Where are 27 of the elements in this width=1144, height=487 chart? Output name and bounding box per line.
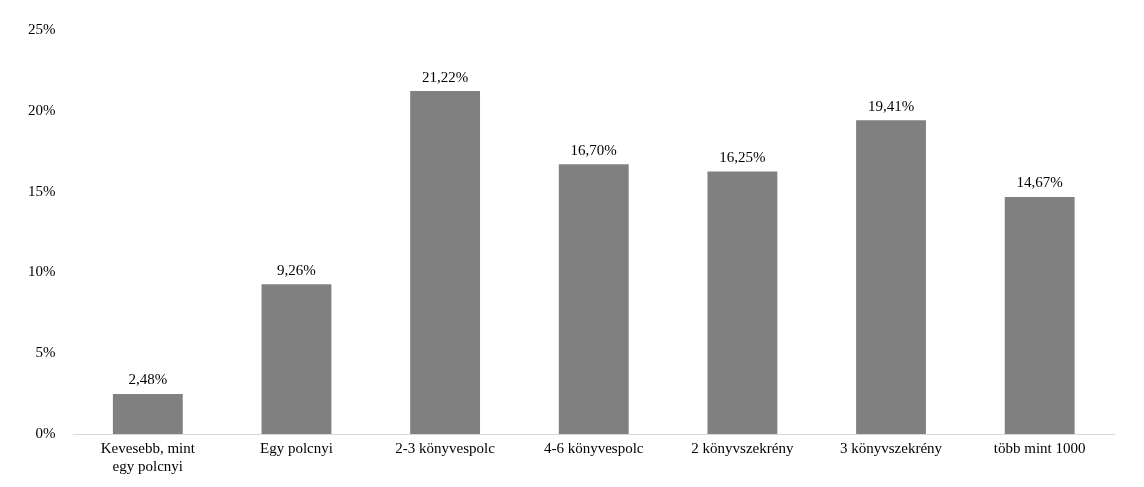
x-tick-label: Kevesebb, mint egy polcnyi: [100, 439, 196, 474]
data-label: 19,41%: [867, 97, 915, 114]
data-label: 21,22%: [421, 68, 469, 85]
data-label: 16,25%: [719, 148, 766, 165]
x-tick-label: több mint 1000: [993, 439, 1086, 456]
y-tick-label: 25%: [28, 20, 56, 37]
bar: [707, 171, 778, 434]
bar: [410, 91, 481, 434]
y-tick-label: 5%: [35, 344, 56, 361]
y-tick-label: 15%: [28, 182, 56, 199]
bar: [856, 120, 926, 434]
x-tick-label: 4-6 könyvespolc: [543, 439, 644, 456]
x-tick-label: Egy polcnyi: [260, 439, 333, 456]
x-tick-label: 3 könyvszekrény: [840, 439, 943, 456]
bar: [261, 284, 332, 434]
data-label: 9,26%: [277, 261, 316, 278]
data-label: 16,70%: [570, 141, 617, 158]
data-label: 2,48%: [128, 371, 168, 388]
bar: [112, 393, 183, 434]
x-tick-label: 2 könyvszekrény: [691, 439, 794, 456]
x-tick-label: 2-3 könyvespolc: [395, 439, 496, 456]
bar: [558, 164, 629, 434]
y-tick-label: 20%: [28, 101, 56, 118]
y-tick-label: 10%: [28, 263, 56, 280]
y-tick-label: 0%: [35, 424, 56, 441]
bar: [1004, 196, 1075, 434]
data-label: 14,67%: [1016, 174, 1063, 191]
